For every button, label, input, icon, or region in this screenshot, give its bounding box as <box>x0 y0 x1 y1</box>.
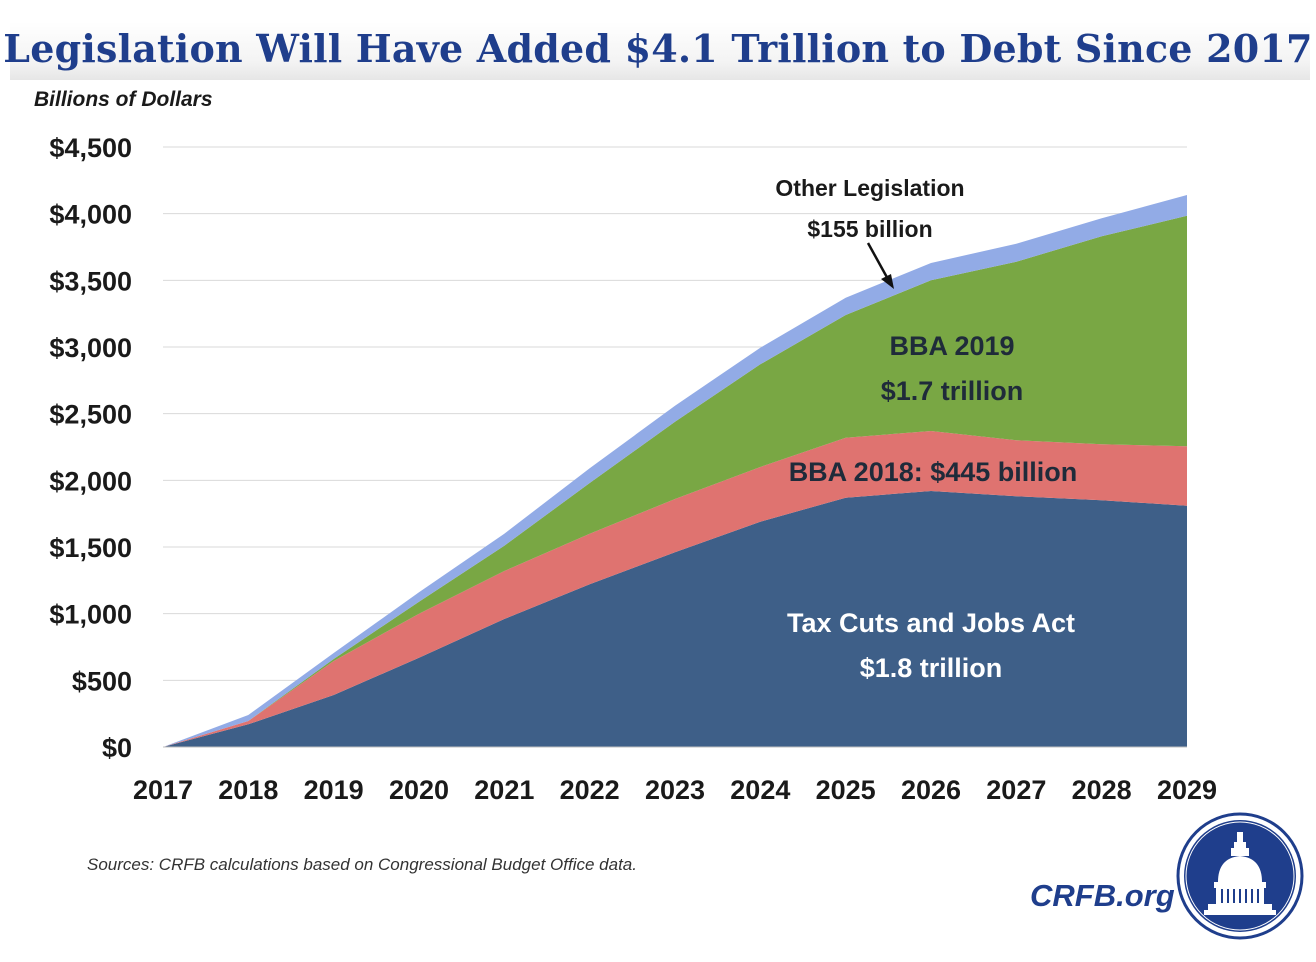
annotation-bba2019: BBA 2019 <box>889 331 1014 361</box>
area-tcja <box>163 491 1187 747</box>
y-tick-label: $500 <box>72 666 132 696</box>
y-tick-label: $1,000 <box>49 600 132 630</box>
x-tick-label: 2027 <box>986 775 1046 805</box>
area-bba2019 <box>163 215 1187 747</box>
annotation-bba2018: BBA 2018: $445 billion <box>789 457 1078 487</box>
y-tick-label: $2,000 <box>49 466 132 496</box>
x-tick-label: 2025 <box>816 775 876 805</box>
y-tick-label: $3,000 <box>49 333 132 363</box>
x-tick-label: 2028 <box>1072 775 1132 805</box>
area-bba2018 <box>163 431 1187 747</box>
capitol-dome-seal-icon <box>1176 812 1304 940</box>
annotation-bba2019: $1.7 trillion <box>881 376 1024 406</box>
x-tick-label: 2017 <box>133 775 193 805</box>
y-tick-label: $4,000 <box>49 200 132 230</box>
y-tick-label: $2,500 <box>49 400 132 430</box>
y-axis-label: Billions of Dollars <box>34 88 213 111</box>
x-tick-label: 2029 <box>1157 775 1217 805</box>
title-background <box>10 22 1310 80</box>
x-tick-label: 2023 <box>645 775 705 805</box>
x-tick-label: 2024 <box>730 775 790 805</box>
y-tick-label: $0 <box>102 733 132 763</box>
source-note: Sources: CRFB calculations based on Cong… <box>87 855 637 874</box>
x-tick-label: 2020 <box>389 775 449 805</box>
x-tick-label: 2022 <box>560 775 620 805</box>
x-tick-label: 2018 <box>218 775 278 805</box>
annotation-arrow <box>866 242 891 282</box>
brand-link[interactable]: CRFB.org <box>1030 878 1175 913</box>
annotation-tcja: Tax Cuts and Jobs Act <box>787 608 1075 638</box>
annotation-tcja: $1.8 trillion <box>860 653 1003 683</box>
x-tick-label: 2026 <box>901 775 961 805</box>
y-tick-label: $3,500 <box>49 266 132 296</box>
y-tick-label: $1,500 <box>49 533 132 563</box>
annotation-other: $155 billion <box>807 216 932 242</box>
y-tick-label: $4,500 <box>49 133 132 163</box>
annotation-other: Other Legislation <box>775 175 964 201</box>
annotation-arrow-head <box>881 274 894 289</box>
x-tick-label: 2021 <box>474 775 534 805</box>
x-tick-label: 2019 <box>304 775 364 805</box>
chart-title: Legislation Will Have Added $4.1 Trillio… <box>3 26 1313 71</box>
